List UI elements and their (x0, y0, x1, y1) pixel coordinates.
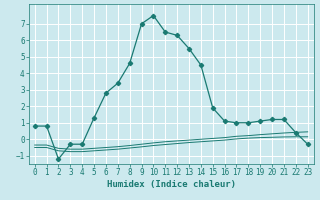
X-axis label: Humidex (Indice chaleur): Humidex (Indice chaleur) (107, 180, 236, 189)
